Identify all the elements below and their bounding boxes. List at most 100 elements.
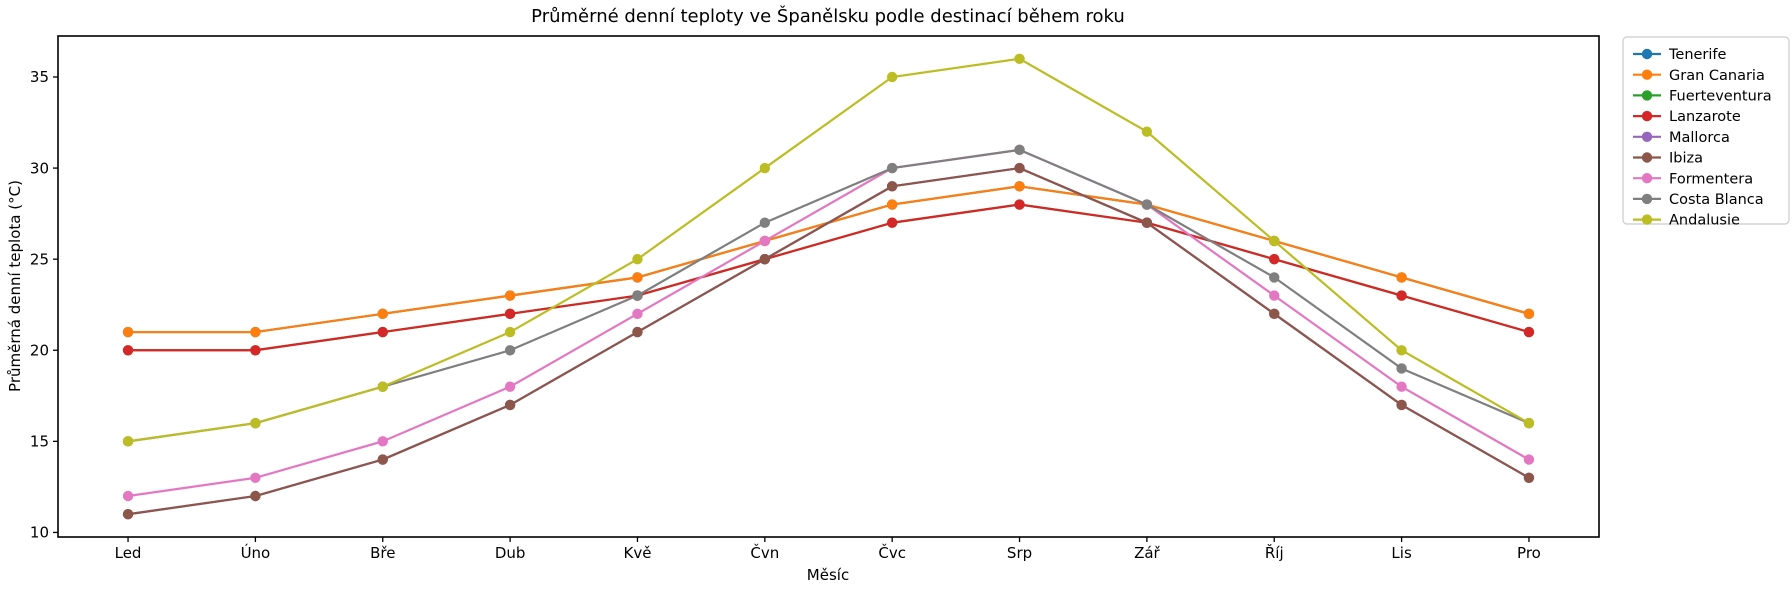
data-point-marker [122,490,134,502]
data-point-marker [632,272,643,283]
data-point-marker [1523,472,1535,483]
series-ibiza [122,162,1535,520]
data-point-marker [1269,290,1280,301]
series-andalusie [122,53,1535,447]
x-tick-label: Bře [370,544,395,562]
data-point-marker [250,490,261,502]
data-point-marker [1269,235,1280,247]
data-point-marker [759,162,771,174]
legend-marker-swatch [1641,110,1653,122]
data-point-marker [1523,417,1535,429]
legend-label: Formentera [1669,171,1753,187]
y-tick-label: 15 [30,433,49,451]
legend-marker-swatch [1641,214,1653,225]
legend-marker-swatch [1641,131,1653,142]
data-point-marker [1523,326,1535,338]
y-axis-ticks: 10 15 20 25 30 35 [30,68,58,542]
legend-marker-swatch [1641,69,1653,80]
data-point-marker [632,308,643,320]
data-point-marker [1396,272,1407,283]
data-point-marker [504,326,516,338]
legend-item-costa-blanca: Costa Blanca [1633,192,1764,208]
legend-label: Fuerteventura [1669,88,1772,104]
y-tick-label: 20 [30,342,49,360]
data-point-marker [1396,399,1407,411]
data-point-marker [1396,363,1407,374]
legend-marker-swatch [1641,90,1653,101]
legend-box [1622,36,1790,225]
legend-label: Gran Canaria [1669,68,1765,84]
legend-item-tenerife: Tenerife [1633,47,1727,63]
data-point-marker [377,381,388,392]
data-point-marker [250,345,261,356]
data-point-marker [122,509,134,520]
y-tick-label: 30 [30,159,49,177]
chart-title: Průměrné denní teploty ve Španělsku podl… [531,5,1125,27]
data-point-marker [122,436,134,447]
data-point-marker [759,235,771,247]
legend-item-mallorca: Mallorca [1633,130,1730,146]
x-tick-label: Srp [1007,544,1032,562]
legend-marker-swatch [1641,48,1653,60]
legend-label: Tenerife [1668,47,1727,63]
legend-item-fuerteventura: Fuerteventura [1633,88,1772,104]
x-tick-label: Pro [1517,544,1541,562]
data-point-marker [1014,144,1025,156]
data-point-marker [1141,217,1153,228]
x-tick-label: Čvn [750,543,779,562]
data-point-marker [759,217,771,228]
x-tick-label: Lis [1391,544,1412,562]
legend-item-andalusie: Andalusie [1633,213,1740,229]
data-point-marker [1523,308,1535,320]
data-point-marker [1014,53,1025,64]
legend-marker-swatch [1641,173,1653,184]
x-tick-label: Kvě [623,544,651,562]
data-point-marker [1014,162,1025,174]
legend-item-formentera: Formentera [1633,171,1753,187]
data-point-marker [122,326,134,338]
series-lines [122,53,1535,520]
series-line [127,148,1530,498]
data-point-marker [504,345,516,356]
legend-label: Mallorca [1669,130,1730,146]
x-tick-label: Úno [241,543,271,562]
x-tick-label: Říj [1265,543,1284,562]
legend-item-lanzarote: Lanzarote [1633,109,1741,125]
data-point-marker [377,436,388,447]
data-point-marker [1269,308,1280,320]
data-point-marker [504,290,516,301]
data-point-marker [122,345,134,356]
data-point-marker [1141,126,1153,137]
legend: Tenerife Gran Canaria Fuerteventura Lanzaro… [1622,36,1790,229]
data-point-marker [632,290,643,301]
data-point-marker [886,162,898,174]
plot-area-border [57,35,1600,538]
data-point-marker [632,326,643,338]
series-line [127,57,1530,443]
data-point-marker [504,399,516,411]
series-line [128,203,1530,352]
x-axis-label: Měsíc [807,566,849,584]
x-tick-label: Zář [1134,544,1160,562]
data-point-marker [1396,290,1407,301]
legend-marker-swatch [1641,193,1653,205]
y-axis-label: Průměrná denní teplota (°C) [6,180,24,392]
legend-label: Andalusie [1669,213,1740,229]
data-point-marker [1014,181,1025,192]
data-point-marker [1396,345,1407,356]
data-point-marker [886,217,898,228]
x-tick-label: Dub [495,544,526,562]
data-point-marker [759,253,771,265]
data-point-marker [504,308,516,320]
data-point-marker [1014,199,1025,210]
data-point-marker [377,308,388,320]
series-line [127,166,1530,516]
data-point-marker [632,253,643,265]
legend-label: Ibiza [1669,151,1703,167]
data-point-marker [250,472,261,483]
data-point-marker [377,454,388,465]
data-point-marker [250,417,261,429]
y-tick-label: 10 [30,524,49,542]
